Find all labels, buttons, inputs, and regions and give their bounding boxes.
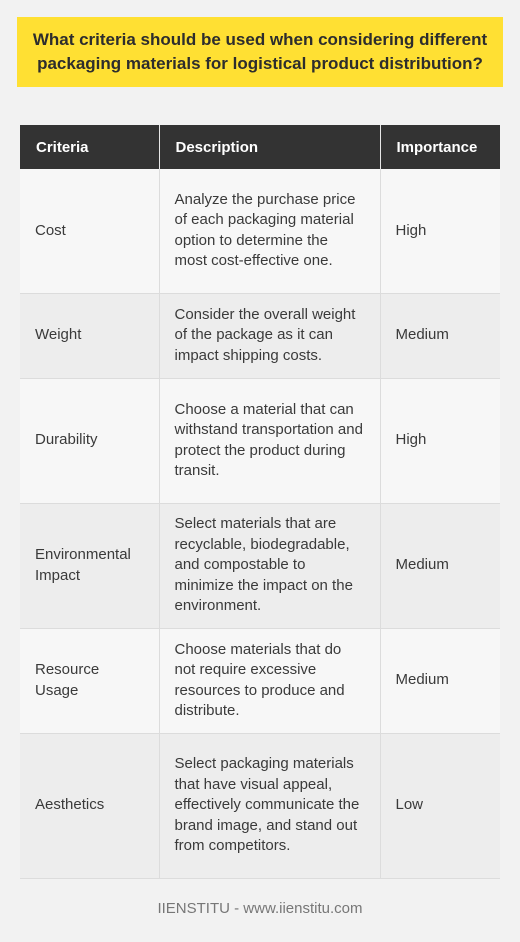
importance-cell: Low	[380, 733, 500, 879]
page-title: What criteria should be used when consid…	[32, 30, 488, 73]
description-cell: Analyze the purchase price of each packa…	[159, 169, 381, 294]
header-importance: Importance	[380, 125, 500, 169]
importance-cell: Medium	[380, 293, 500, 379]
header-criteria: Criteria	[20, 125, 160, 169]
importance-cell: Medium	[380, 628, 500, 734]
table-row: Resource Usage Choose materials that do …	[20, 628, 500, 734]
table-header-row: Criteria Description Importance	[20, 125, 500, 169]
description-cell: Select materials that are recyclable, bi…	[159, 503, 381, 629]
criteria-table: Criteria Description Importance Cost Ana…	[20, 125, 500, 879]
description-cell: Choose a material that can withstand tra…	[159, 378, 381, 504]
importance-cell: High	[380, 169, 500, 294]
criteria-cell: Durability	[20, 378, 160, 504]
importance-cell: Medium	[380, 503, 500, 629]
criteria-cell: Resource Usage	[20, 628, 160, 734]
footer-credit: IIENSTITU - www.iienstitu.com	[157, 900, 363, 917]
table-row: Aesthetics Select packaging materials th…	[20, 733, 500, 879]
table-row: Environmental Impact Select materials th…	[20, 503, 500, 629]
description-cell: Consider the overall weight of the packa…	[159, 293, 381, 379]
importance-cell: High	[380, 378, 500, 504]
table-row: Cost Analyze the purchase price of each …	[20, 169, 500, 294]
header-description: Description	[159, 125, 381, 169]
description-cell: Select packaging materials that have vis…	[159, 733, 381, 879]
description-cell: Choose materials that do not require exc…	[159, 628, 381, 734]
criteria-cell: Aesthetics	[20, 733, 160, 879]
criteria-cell: Environmental Impact	[20, 503, 160, 629]
table-row: Weight Consider the overall weight of th…	[20, 293, 500, 379]
criteria-cell: Cost	[20, 169, 160, 294]
table-row: Durability Choose a material that can wi…	[20, 378, 500, 504]
criteria-cell: Weight	[20, 293, 160, 379]
title-banner: What criteria should be used when consid…	[17, 17, 503, 87]
